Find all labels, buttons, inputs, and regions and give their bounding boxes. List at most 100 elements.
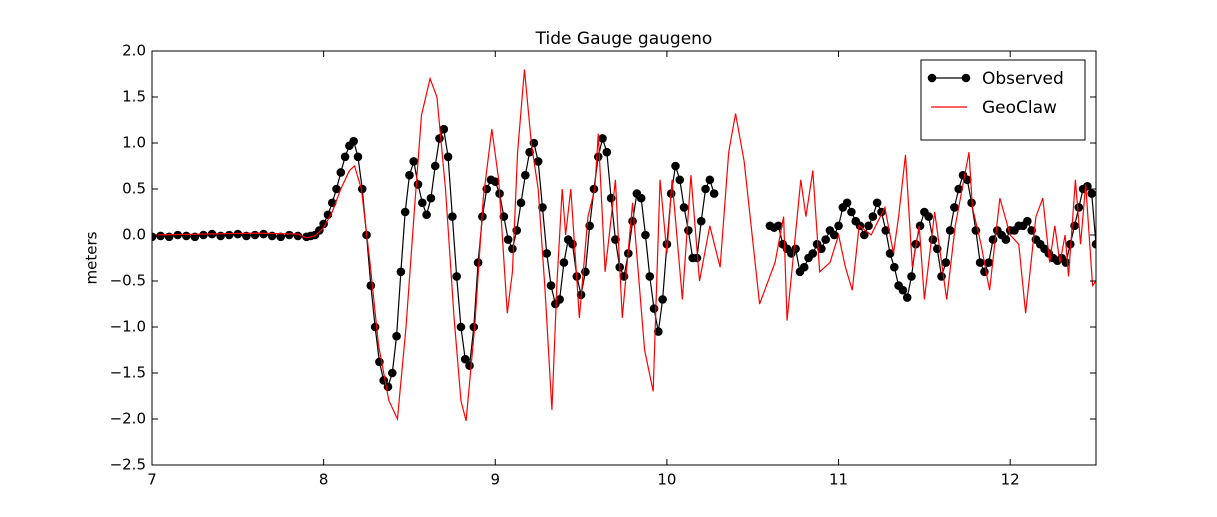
series-marker <box>984 258 994 267</box>
series-marker <box>521 170 530 180</box>
series-marker <box>473 258 483 267</box>
series-marker <box>602 147 612 157</box>
series-marker <box>370 322 380 332</box>
series-marker <box>315 226 324 235</box>
series-marker <box>1091 239 1096 249</box>
series-marker <box>962 175 972 185</box>
series-marker <box>705 175 715 185</box>
series-marker <box>460 354 470 364</box>
series-marker <box>383 382 393 392</box>
x-tick-label: 8 <box>319 471 329 489</box>
series-marker <box>285 230 294 240</box>
plot-frame <box>151 50 1097 466</box>
series-marker <box>439 124 449 134</box>
series-marker <box>1001 235 1011 244</box>
series-marker <box>975 258 985 267</box>
series-marker <box>156 231 165 241</box>
legend-label: Observed <box>982 69 1064 89</box>
series-marker <box>568 239 577 249</box>
series-marker <box>915 221 925 231</box>
series-marker <box>701 184 710 194</box>
series-marker <box>276 232 286 242</box>
series-marker <box>658 295 667 304</box>
series-marker <box>619 272 629 281</box>
series-marker <box>400 207 410 217</box>
series-marker <box>881 226 891 235</box>
series-marker <box>924 212 933 221</box>
series-marker <box>199 230 208 240</box>
series-marker <box>542 249 552 258</box>
series-marker <box>662 239 672 249</box>
series-marker <box>366 281 376 290</box>
series-marker <box>907 272 916 281</box>
series-marker <box>791 244 800 254</box>
series-marker <box>709 189 719 198</box>
y-tick-label: 1.0 <box>122 134 146 152</box>
series-marker <box>216 231 225 241</box>
series-marker <box>555 295 564 304</box>
series-marker <box>864 221 873 231</box>
series-marker <box>684 226 693 235</box>
series-marker <box>559 258 569 267</box>
series-marker <box>469 322 479 332</box>
series-line <box>152 69 1096 422</box>
series-marker <box>533 157 543 166</box>
series-marker <box>490 177 500 186</box>
y-axis-label: meters <box>83 231 101 284</box>
series-marker <box>774 221 783 231</box>
series-marker <box>456 322 466 332</box>
legend-marker <box>927 73 937 83</box>
series-marker <box>396 267 406 277</box>
series-marker <box>950 203 959 212</box>
series-marker <box>357 184 367 194</box>
x-tick-label: 12 <box>1001 471 1020 489</box>
series-marker <box>692 253 702 263</box>
series-marker <box>890 262 899 272</box>
series-marker <box>885 249 895 258</box>
series-marker <box>829 230 839 240</box>
series-marker <box>598 134 607 143</box>
x-tick-label: 7 <box>147 471 157 489</box>
series-marker <box>581 267 590 277</box>
series-marker <box>1023 216 1032 226</box>
y-tick-label: 0.0 <box>122 226 146 244</box>
y-tick-label: 1.5 <box>122 88 146 106</box>
series-marker <box>546 281 556 290</box>
series-marker <box>413 180 423 189</box>
x-tick-label: 9 <box>490 471 500 489</box>
legend-label: GeoClaw <box>982 98 1057 118</box>
series-marker <box>349 136 358 146</box>
series-marker <box>928 235 938 244</box>
series-marker <box>465 361 474 370</box>
series-marker <box>611 235 620 244</box>
series-marker <box>259 229 268 239</box>
series-marker <box>808 249 818 258</box>
series-marker <box>353 152 363 162</box>
series-marker <box>945 226 955 235</box>
x-tick-label: 10 <box>657 471 676 489</box>
series-marker <box>538 203 547 212</box>
series-marker <box>1074 203 1084 212</box>
series-marker <box>817 244 826 254</box>
series-marker <box>332 184 341 194</box>
series-marker <box>671 161 680 171</box>
legend: Observed GeoClaw <box>920 59 1086 141</box>
series-marker <box>872 198 882 208</box>
y-tick-label: 2.0 <box>122 42 146 60</box>
series-marker <box>868 212 878 221</box>
y-tick-label: −1.5 <box>110 364 146 382</box>
series-marker <box>233 229 243 239</box>
series-marker <box>645 272 655 281</box>
chart-title: Tide Gauge gaugeno <box>535 29 713 49</box>
series-marker <box>593 152 603 162</box>
series-marker <box>452 272 461 281</box>
series-marker <box>799 262 809 272</box>
series-marker <box>941 258 951 267</box>
series-marker <box>902 293 912 302</box>
series-marker <box>516 198 526 208</box>
series-marker <box>954 184 963 194</box>
series-marker <box>675 175 685 185</box>
series-marker <box>319 219 328 229</box>
series-marker <box>164 232 174 242</box>
legend-marker <box>961 73 971 83</box>
